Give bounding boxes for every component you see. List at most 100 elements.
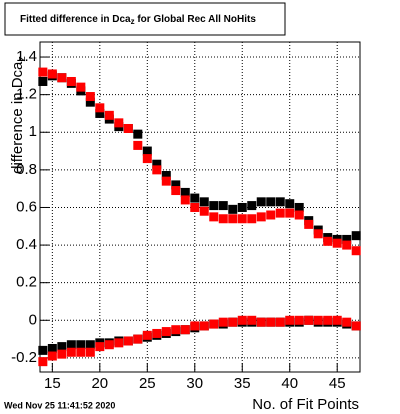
marker <box>294 315 304 325</box>
marker <box>294 210 304 220</box>
marker <box>85 340 95 350</box>
marker <box>114 118 124 128</box>
marker <box>152 165 162 175</box>
marker <box>218 214 228 224</box>
marker <box>199 321 209 331</box>
marker <box>85 97 95 107</box>
marker <box>275 197 285 207</box>
marker <box>161 327 171 337</box>
marker <box>256 197 266 207</box>
marker <box>95 103 105 113</box>
marker <box>342 234 352 244</box>
y-tick-label: 0 <box>29 311 37 328</box>
marker <box>209 201 219 211</box>
marker <box>95 108 105 118</box>
x-tick-label: 35 <box>234 375 251 392</box>
marker <box>171 186 181 196</box>
marker <box>123 123 133 133</box>
y-tick-label: 1 <box>29 123 37 140</box>
marker <box>104 340 114 350</box>
marker <box>133 129 143 139</box>
marker <box>38 357 48 367</box>
marker <box>85 347 95 357</box>
marker <box>218 317 228 327</box>
marker <box>313 229 323 239</box>
marker <box>237 315 247 325</box>
marker <box>38 76 48 86</box>
marker <box>266 317 276 327</box>
marker <box>38 345 48 355</box>
marker <box>104 110 114 120</box>
marker <box>114 338 124 348</box>
marker <box>228 317 238 327</box>
marker <box>76 82 86 92</box>
y-tick-label: 1.4 <box>16 48 37 65</box>
marker <box>342 317 352 327</box>
marker <box>285 199 295 209</box>
y-tick-label: 0.2 <box>16 274 37 291</box>
marker <box>180 195 190 205</box>
title-box <box>4 2 286 36</box>
marker <box>332 238 342 248</box>
marker <box>275 317 285 327</box>
marker <box>133 140 143 150</box>
x-tick-label: 30 <box>186 375 203 392</box>
marker <box>199 206 209 216</box>
x-axis-label: No. of Fit Points <box>252 396 359 413</box>
timestamp: Wed Nov 25 11:41:52 2020 <box>4 400 115 410</box>
marker <box>142 146 152 156</box>
marker <box>294 202 304 212</box>
marker <box>304 315 314 325</box>
x-tick-label: 40 <box>281 375 298 392</box>
marker <box>351 321 361 331</box>
marker <box>190 321 200 331</box>
marker <box>285 315 295 325</box>
marker <box>256 317 266 327</box>
y-tick-label: 1.2 <box>16 86 37 103</box>
marker <box>47 69 57 79</box>
marker <box>47 351 57 361</box>
marker <box>57 349 67 359</box>
marker <box>351 231 361 241</box>
marker <box>323 315 333 325</box>
marker <box>47 343 57 353</box>
marker <box>161 171 171 181</box>
plot-frame <box>39 41 361 373</box>
marker <box>218 201 228 211</box>
marker <box>247 315 257 325</box>
marker <box>171 325 181 335</box>
marker <box>142 154 152 164</box>
x-tick-label: 25 <box>139 375 156 392</box>
marker <box>38 67 48 77</box>
marker <box>275 208 285 218</box>
marker <box>57 342 67 352</box>
marker <box>66 347 76 357</box>
marker <box>76 340 86 350</box>
marker <box>266 197 276 207</box>
y-tick-label: 0.8 <box>16 161 37 178</box>
marker <box>66 340 76 350</box>
marker <box>332 315 342 325</box>
x-tick-label: 20 <box>91 375 108 392</box>
marker <box>209 319 219 329</box>
marker <box>199 197 209 207</box>
marker <box>190 202 200 212</box>
marker <box>133 334 143 344</box>
marker <box>190 193 200 203</box>
marker <box>351 246 361 256</box>
marker <box>256 212 266 222</box>
marker <box>237 202 247 212</box>
marker <box>313 315 323 325</box>
y-tick-label: 0.4 <box>16 236 37 253</box>
marker <box>247 214 257 224</box>
marker <box>342 240 352 250</box>
marker <box>123 336 133 346</box>
marker <box>266 210 276 220</box>
y-tick-label: -0.2 <box>11 349 37 366</box>
marker <box>304 219 314 229</box>
marker <box>95 342 105 352</box>
marker <box>57 73 67 83</box>
marker <box>152 328 162 338</box>
x-tick-label: 15 <box>44 375 61 392</box>
